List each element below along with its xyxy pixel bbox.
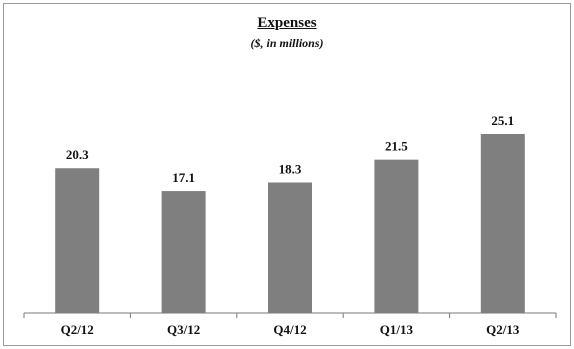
x-tick-label: Q1/13	[380, 322, 414, 337]
bar-value-label: 25.1	[491, 113, 514, 128]
bar-q4-12	[268, 182, 312, 313]
x-tick-label: Q3/12	[167, 322, 200, 337]
bar-q3-12	[161, 191, 206, 313]
bar-q1-13	[374, 159, 419, 313]
bar-q2-13	[480, 134, 525, 313]
bar-value-label: 18.3	[279, 161, 302, 176]
x-tick-label: Q2/13	[486, 322, 520, 337]
bar-value-label: 17.1	[172, 170, 195, 185]
bar-value-label: 20.3	[66, 147, 89, 162]
chart-title: Expenses	[257, 15, 317, 31]
chart-subtitle: ($, in millions)	[250, 36, 324, 50]
bar-q2-12	[55, 168, 100, 313]
bar-value-label: 21.5	[385, 139, 408, 154]
x-tick-label: Q4/12	[273, 322, 306, 337]
x-tick-label: Q2/12	[61, 322, 94, 337]
